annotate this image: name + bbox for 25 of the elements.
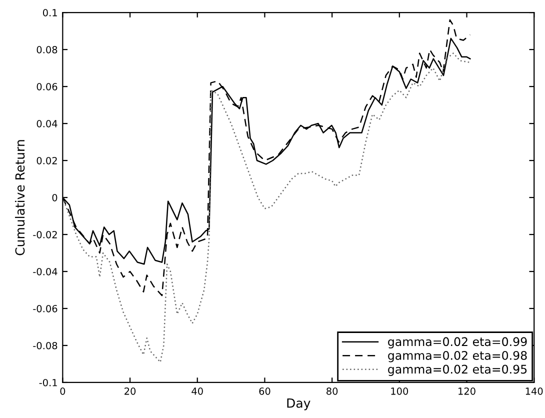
x-tick-label: 40 xyxy=(192,388,203,395)
y-tick-label: 0.06 xyxy=(36,83,58,90)
y-tick-label: -0.08 xyxy=(33,342,58,350)
y-tick-label: 0.08 xyxy=(36,46,58,54)
line-series xyxy=(62,52,471,363)
legend-label: gamma=0.02 eta=0.98 xyxy=(388,350,527,362)
y-tick-label: -0.02 xyxy=(33,230,57,238)
legend-label: gamma=0.02 eta=0.99 xyxy=(388,337,527,348)
y-tick-label: -0.06 xyxy=(33,304,58,312)
y-axis-title: Cumulative Return xyxy=(15,140,25,256)
y-tick-label: -0.04 xyxy=(33,268,58,276)
x-tick-label: 60 xyxy=(259,388,270,395)
y-tick-label: 0.1 xyxy=(42,9,57,16)
y-tick-label: 0 xyxy=(52,194,58,202)
x-tick-label: 140 xyxy=(526,388,543,395)
y-tick-label: -0.1 xyxy=(39,378,57,386)
x-tick-label: 80 xyxy=(326,388,338,395)
x-tick-label: 20 xyxy=(124,388,136,395)
x-tick-label: 100 xyxy=(391,388,408,395)
x-axis-title: Day xyxy=(287,398,310,410)
x-tick-label: 120 xyxy=(458,388,476,395)
y-tick-label: 0.04 xyxy=(36,120,58,128)
y-tick-label: 0.02 xyxy=(36,156,57,164)
legend-label: gamma=0.02 eta=0.95 xyxy=(388,364,527,376)
x-tick-label: 0 xyxy=(60,388,66,395)
